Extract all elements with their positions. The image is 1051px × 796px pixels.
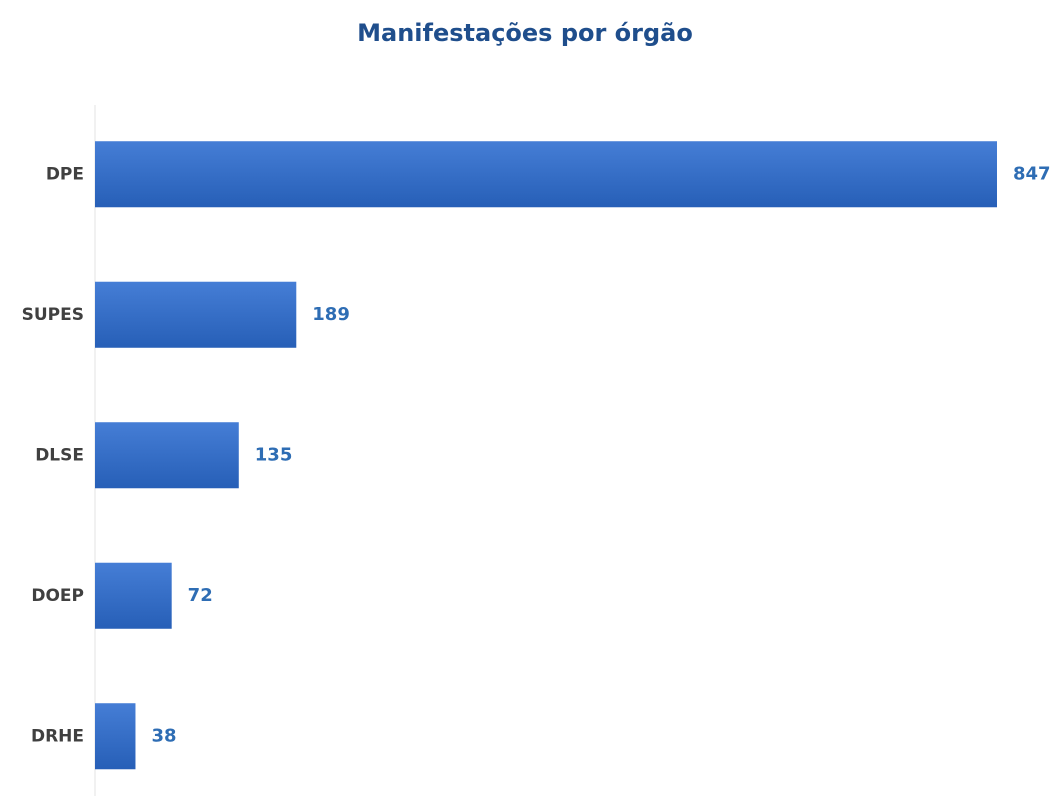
bar-shade: [95, 141, 997, 208]
y-tick-label: DPE: [46, 164, 84, 184]
value-label: 847: [1013, 163, 1051, 184]
bar-shade: [95, 562, 172, 629]
value-label: 189: [312, 304, 350, 325]
y-tick-label: DLSE: [35, 445, 84, 465]
value-label: 38: [151, 725, 176, 746]
y-tick-label: DRHE: [31, 726, 84, 746]
bar-shade: [95, 422, 239, 489]
y-tick-label: DOEP: [31, 586, 84, 606]
chart-title: Manifestações por órgão: [357, 19, 693, 47]
bar-shade: [95, 281, 297, 348]
value-label: 135: [255, 444, 293, 465]
value-label: 72: [188, 585, 213, 606]
y-tick-label: SUPES: [22, 305, 84, 325]
bar-shade: [95, 703, 136, 770]
